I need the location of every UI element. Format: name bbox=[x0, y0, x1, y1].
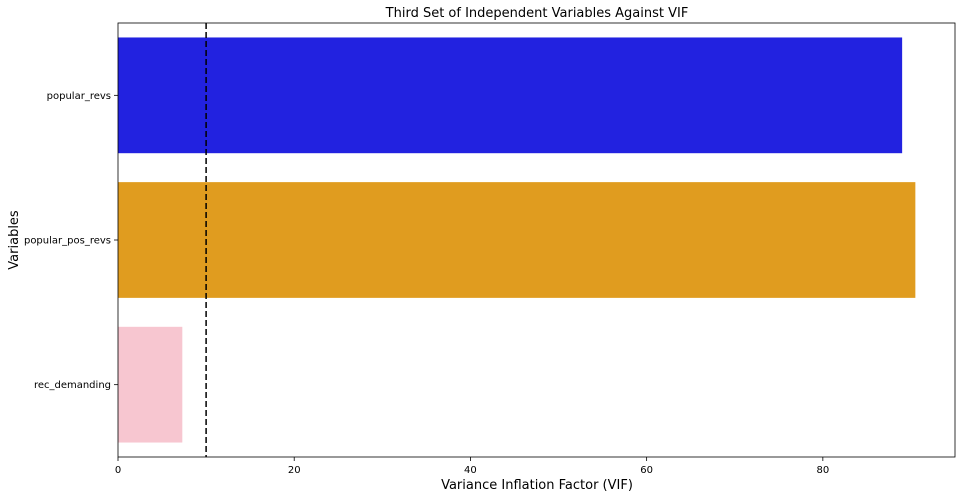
y-axis-ticks: popular_revs popular_pos_revs rec_demandin… bbox=[24, 91, 118, 391]
chart-title: Third Set of Independent Variables Again… bbox=[385, 6, 689, 21]
x-axis-ticks: 0 20 40 60 80 bbox=[115, 457, 829, 476]
bar-popular-pos-revs bbox=[118, 182, 916, 298]
x-tick-label: 20 bbox=[288, 465, 301, 476]
bars-group bbox=[118, 37, 916, 443]
x-tick-label: 60 bbox=[640, 465, 653, 476]
y-tick-label: popular_pos_revs bbox=[24, 236, 111, 247]
bar-rec-demanding bbox=[118, 326, 183, 443]
y-tick-label: rec_demanding bbox=[34, 380, 111, 391]
x-tick-label: 40 bbox=[464, 465, 477, 476]
x-axis-title: Variance Inflation Factor (VIF) bbox=[441, 478, 633, 493]
y-tick-label: popular_revs bbox=[47, 91, 111, 102]
x-tick-label: 0 bbox=[115, 465, 121, 476]
y-axis-title: Variables bbox=[7, 210, 22, 270]
x-tick-label: 80 bbox=[816, 465, 829, 476]
bar-popular-revs bbox=[118, 37, 903, 154]
